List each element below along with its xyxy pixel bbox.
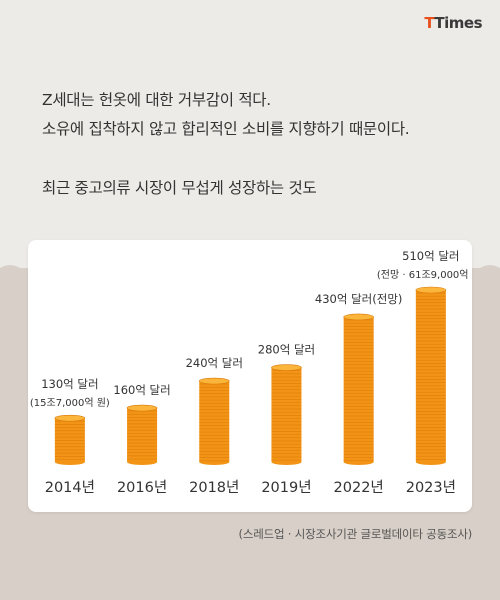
category-label-5: 2023년: [406, 479, 456, 496]
chart-card: 2014년 130억 달러 (15조7,000억 원) 2016년 160억 달러 201…: [28, 240, 472, 512]
category-label-1: 2016년: [117, 479, 167, 496]
category-label-4: 2022년: [334, 479, 384, 496]
logo-part1: T: [424, 14, 435, 32]
category-label-3: 2019년: [261, 479, 311, 496]
bar-coin-stack-5: [415, 286, 447, 465]
headline-line2: 소유에 집착하지 않고 합리적인 소비를 지향하기 때문이다.: [42, 120, 410, 138]
category-label-0: 2014년: [45, 479, 95, 496]
bar-coin-stack-2: [198, 377, 230, 465]
value-label-1: 160억 달러: [113, 383, 170, 397]
sub-label-5: (전망 · 61조9,000억 원): [377, 269, 472, 281]
headline-line3: 최근 중고의류 시장이 무섭게 성장하는 것도: [42, 179, 317, 197]
coin-stack-chart: 2014년 130억 달러 (15조7,000억 원) 2016년 160억 달러 201…: [30, 249, 472, 496]
background-top: [0, 0, 500, 270]
headline-line1: Z세대는 헌옷에 대한 거부감이 적다.: [42, 91, 271, 109]
value-label-0: 130억 달러: [41, 377, 98, 391]
value-label-2: 240억 달러: [186, 356, 243, 370]
ttimes-logo: TTimes: [424, 14, 482, 32]
category-label-2: 2018년: [189, 479, 239, 496]
bar-coin-stack-4: [343, 313, 374, 465]
bar-coin-stack-1: [126, 404, 158, 465]
bar-coin-stack-0: [54, 414, 86, 465]
bar-coin-stack-3: [271, 364, 302, 465]
sub-label-0: (15조7,000억 원): [30, 397, 110, 409]
source-credit: (스레드업 · 시장조사기관 글로벌데이타 공동조사): [238, 527, 473, 541]
value-label-4: 430억 달러(전망): [315, 292, 402, 306]
value-label-5: 510억 달러: [402, 249, 459, 263]
value-label-3: 280억 달러: [258, 343, 315, 357]
logo-part2: Times: [434, 14, 482, 32]
